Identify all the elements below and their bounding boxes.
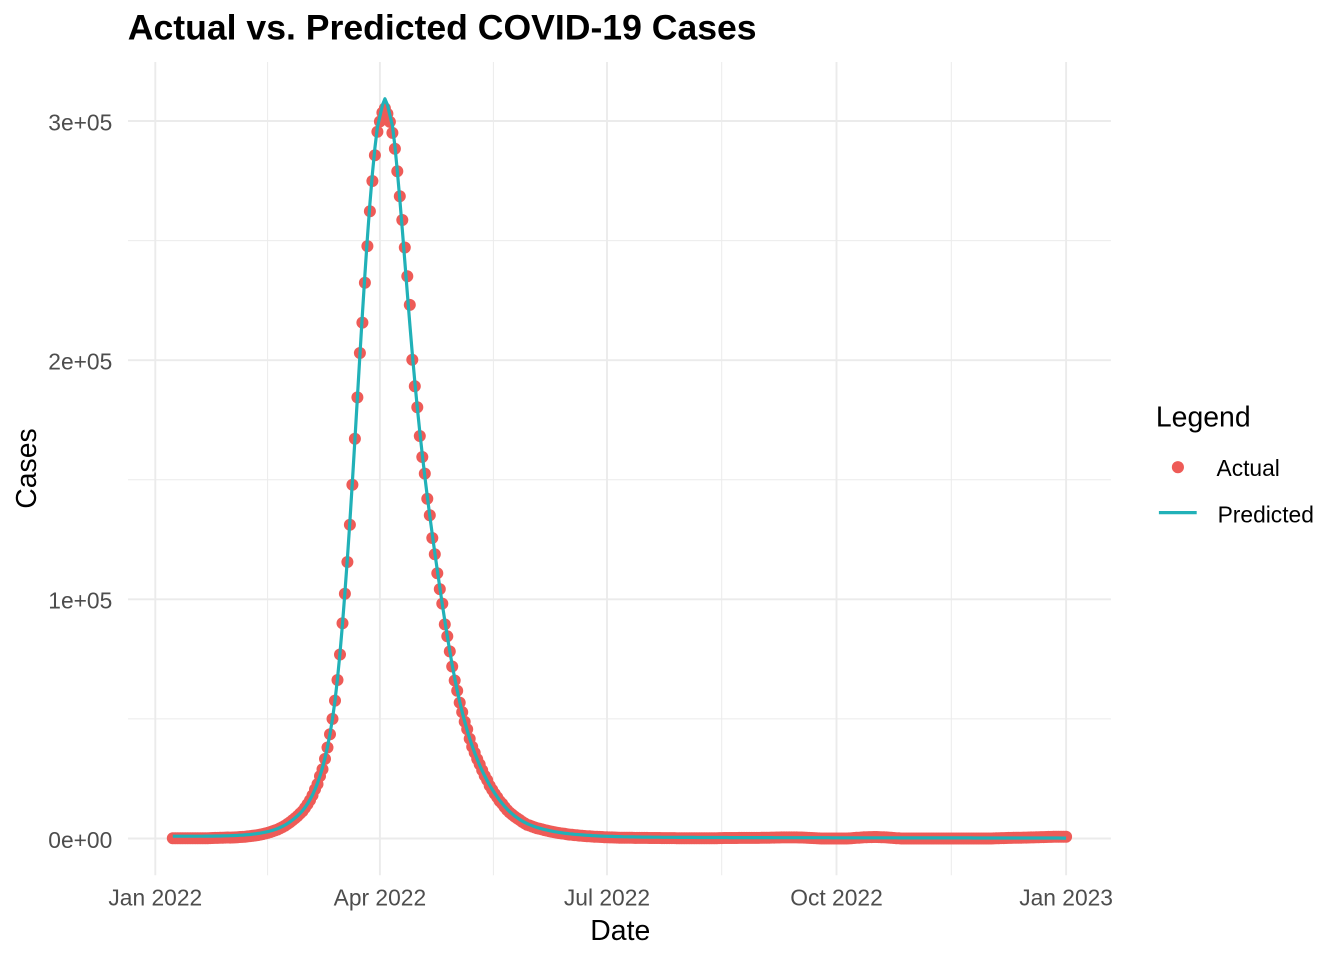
svg-text:Cases: Cases	[11, 428, 43, 508]
svg-text:2e+05: 2e+05	[48, 349, 112, 375]
svg-text:Jan 2023: Jan 2023	[1019, 885, 1113, 911]
svg-text:1e+05: 1e+05	[48, 588, 112, 614]
svg-text:Predicted: Predicted	[1218, 501, 1314, 527]
svg-text:Legend: Legend	[1156, 401, 1251, 433]
svg-text:3e+05: 3e+05	[48, 109, 112, 135]
svg-text:Date: Date	[590, 915, 650, 947]
svg-text:0e+00: 0e+00	[48, 827, 112, 853]
svg-text:Actual: Actual	[1217, 455, 1280, 481]
svg-text:Apr 2022: Apr 2022	[334, 885, 427, 911]
svg-text:Actual vs. Predicted COVID-19: Actual vs. Predicted COVID-19 Cases	[128, 8, 757, 48]
svg-text:Jan 2022: Jan 2022	[108, 885, 202, 911]
svg-text:Jul 2022: Jul 2022	[564, 885, 650, 911]
svg-text:Oct 2022: Oct 2022	[790, 885, 883, 911]
